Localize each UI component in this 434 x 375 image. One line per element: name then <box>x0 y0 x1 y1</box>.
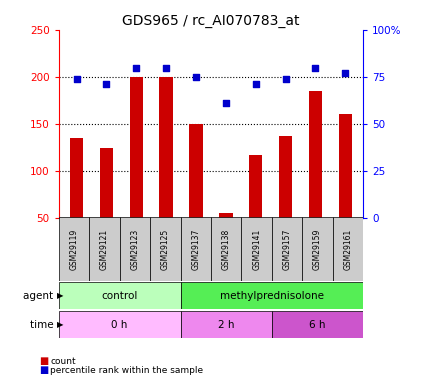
Text: ■: ■ <box>39 356 48 366</box>
Bar <box>338 114 351 264</box>
Text: ▶: ▶ <box>56 320 63 329</box>
Bar <box>180 311 271 338</box>
Text: GSM29137: GSM29137 <box>191 229 200 270</box>
Bar <box>150 217 180 281</box>
Text: GSM29138: GSM29138 <box>221 229 230 270</box>
Text: GSM29121: GSM29121 <box>100 229 108 270</box>
Text: agent: agent <box>23 291 56 301</box>
Text: control: control <box>101 291 138 301</box>
Text: 2 h: 2 h <box>217 320 234 330</box>
Bar <box>159 77 172 264</box>
Text: GSM29125: GSM29125 <box>161 229 169 270</box>
Bar <box>180 217 210 281</box>
Bar <box>278 136 292 264</box>
Point <box>132 64 139 70</box>
Bar <box>89 217 119 281</box>
Bar <box>189 124 202 264</box>
Point <box>73 76 80 82</box>
Bar <box>271 217 302 281</box>
Point <box>192 74 199 80</box>
Bar <box>59 311 180 338</box>
Bar <box>332 217 362 281</box>
Text: methylprednisolone: methylprednisolone <box>219 291 323 301</box>
Bar <box>59 282 180 309</box>
Text: GSM29159: GSM29159 <box>312 229 321 270</box>
Bar <box>119 217 150 281</box>
Point <box>282 76 289 82</box>
Point <box>222 100 229 106</box>
Text: percentile rank within the sample: percentile rank within the sample <box>50 366 203 375</box>
Text: ▶: ▶ <box>56 291 63 300</box>
Text: time: time <box>30 320 56 330</box>
Bar <box>180 282 362 309</box>
Bar <box>210 217 241 281</box>
Text: 0 h: 0 h <box>111 320 128 330</box>
Text: 6 h: 6 h <box>309 320 325 330</box>
Text: ■: ■ <box>39 366 48 375</box>
Bar <box>302 217 332 281</box>
Point <box>252 81 259 87</box>
Bar <box>308 91 322 264</box>
Bar <box>241 217 271 281</box>
Title: GDS965 / rc_AI070783_at: GDS965 / rc_AI070783_at <box>122 13 299 28</box>
Point <box>162 64 169 70</box>
Text: GSM29141: GSM29141 <box>252 229 260 270</box>
Bar <box>70 138 83 264</box>
Bar <box>271 311 362 338</box>
Text: GSM29123: GSM29123 <box>130 229 139 270</box>
Point <box>103 81 110 87</box>
Text: GSM29119: GSM29119 <box>69 229 78 270</box>
Text: GSM29161: GSM29161 <box>343 229 352 270</box>
Point <box>341 70 348 76</box>
Point <box>311 64 318 70</box>
Bar <box>59 217 89 281</box>
Text: GSM29157: GSM29157 <box>282 229 291 270</box>
Text: count: count <box>50 357 76 366</box>
Bar <box>248 154 262 264</box>
Bar <box>99 148 113 264</box>
Bar <box>129 77 143 264</box>
Bar <box>219 213 232 264</box>
